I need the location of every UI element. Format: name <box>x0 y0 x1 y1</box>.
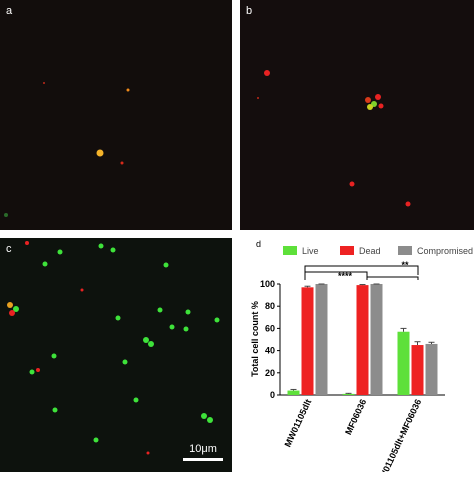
y-axis-label: Total cell count % <box>250 301 260 377</box>
legend-label: Live <box>302 246 319 256</box>
legend-label: Dead <box>359 246 381 256</box>
bar <box>411 345 424 395</box>
x-tick-label: MW01105dlt <box>282 398 313 449</box>
y-tick-label: 0 <box>270 390 275 400</box>
legend-swatch <box>283 246 297 255</box>
x-tick-label: MW01105dlt+MF06036 <box>374 398 423 472</box>
y-tick-label: 40 <box>265 346 275 356</box>
bar <box>425 343 438 395</box>
y-tick-label: 80 <box>265 301 275 311</box>
bar <box>342 393 355 395</box>
panel-label: b <box>246 5 252 17</box>
panel-label: a <box>6 5 13 17</box>
y-tick-label: 20 <box>265 368 275 378</box>
significance-brackets <box>304 265 419 280</box>
scale-bar <box>183 458 223 461</box>
significance: ** <box>401 260 409 270</box>
legend-swatch <box>340 246 354 255</box>
x-tick-label: MF06036 <box>343 398 368 437</box>
bar <box>356 285 369 395</box>
micrograph-b <box>240 0 474 230</box>
micrograph-c <box>0 238 232 472</box>
bar <box>287 390 300 395</box>
cells-a <box>4 82 130 217</box>
bar <box>301 287 314 395</box>
scale-bar-label: 10μm <box>189 443 217 455</box>
micrograph-a <box>0 0 232 230</box>
panel-label: c <box>6 243 12 255</box>
bar <box>397 331 410 395</box>
y-tick-label: 60 <box>265 323 275 333</box>
legend-label: Compromised <box>417 246 473 256</box>
panel-label: d <box>256 239 261 249</box>
significance: **** <box>338 271 353 281</box>
cells-c <box>7 241 220 455</box>
y-tick-label: 100 <box>260 279 275 289</box>
bar <box>315 284 328 395</box>
cells-b <box>257 70 411 207</box>
legend-swatch <box>398 246 412 255</box>
bar <box>370 284 383 395</box>
